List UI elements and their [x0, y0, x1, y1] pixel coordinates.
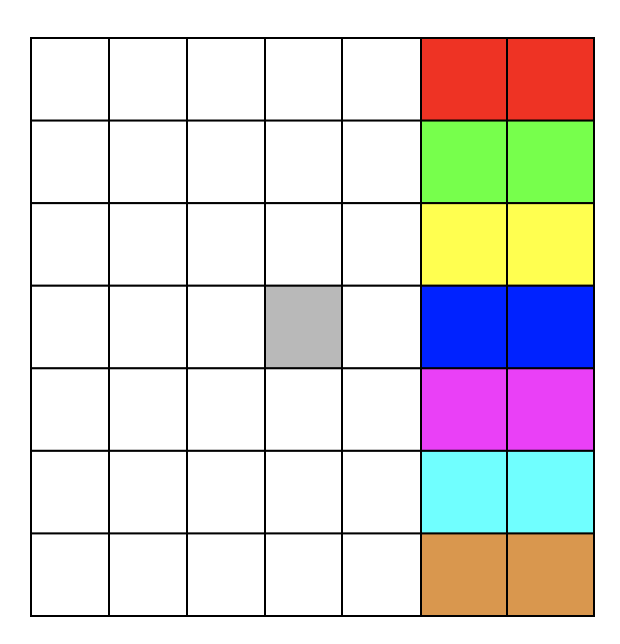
grid-cell[interactable]	[506, 119, 595, 205]
grid-cell[interactable]	[264, 37, 343, 122]
grid-cell[interactable]	[108, 202, 188, 287]
grid-cell[interactable]	[186, 284, 266, 370]
grid-cell[interactable]	[420, 367, 508, 452]
grid-cell[interactable]	[264, 367, 343, 452]
grid-cell[interactable]	[186, 532, 266, 618]
grid-cell[interactable]	[30, 119, 110, 205]
grid-cell[interactable]	[264, 449, 343, 535]
grid-cell[interactable]	[186, 449, 266, 535]
grid-cell[interactable]	[264, 202, 343, 287]
grid-cell[interactable]	[420, 119, 508, 205]
grid-cell[interactable]	[420, 202, 508, 287]
grid-cell[interactable]	[108, 119, 188, 205]
grid-cell[interactable]	[30, 202, 110, 287]
grid-cell[interactable]	[341, 449, 422, 535]
grid-cell[interactable]	[341, 367, 422, 452]
grid-cell[interactable]	[30, 284, 110, 370]
grid-cell[interactable]	[186, 367, 266, 452]
grid-cell[interactable]	[30, 532, 110, 618]
grid-cell[interactable]	[420, 37, 508, 122]
grid-cell[interactable]	[506, 37, 595, 122]
grid-cell[interactable]	[30, 449, 110, 535]
grid-cell[interactable]	[186, 37, 266, 122]
grid-cell[interactable]	[30, 367, 110, 452]
grid-cell[interactable]	[264, 284, 343, 370]
grid-cell[interactable]	[341, 119, 422, 205]
grid-cell[interactable]	[506, 284, 595, 370]
grid-cell[interactable]	[108, 284, 188, 370]
grid-cell[interactable]	[108, 532, 188, 618]
grid-cell[interactable]	[264, 119, 343, 205]
grid-cell[interactable]	[420, 284, 508, 370]
grid-cell[interactable]	[506, 202, 595, 287]
grid-cell[interactable]	[341, 202, 422, 287]
grid-cell[interactable]	[341, 284, 422, 370]
grid-cell[interactable]	[341, 532, 422, 618]
grid-cell[interactable]	[108, 449, 188, 535]
grid-cell[interactable]	[506, 532, 595, 618]
grid-cell[interactable]	[506, 367, 595, 452]
grid-cell[interactable]	[186, 202, 266, 287]
grid-cell[interactable]	[30, 37, 110, 122]
grid-cell[interactable]	[341, 37, 422, 122]
grid-cell[interactable]	[420, 449, 508, 535]
grid-cell[interactable]	[264, 532, 343, 618]
grid-cell[interactable]	[506, 449, 595, 535]
grid-cell[interactable]	[108, 367, 188, 452]
grid-cell[interactable]	[108, 37, 188, 122]
grid-cell[interactable]	[420, 532, 508, 618]
grid-cell[interactable]	[186, 119, 266, 205]
